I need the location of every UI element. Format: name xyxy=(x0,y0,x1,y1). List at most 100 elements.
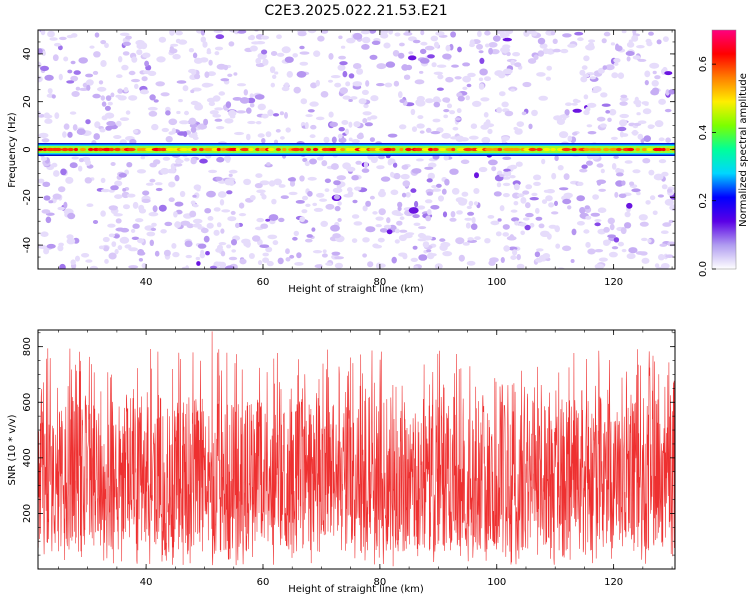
spectrogram-cell xyxy=(40,231,49,237)
spectrogram-cell xyxy=(149,94,156,101)
spectrogram-cell xyxy=(664,71,673,76)
spectrogram-cell xyxy=(309,134,316,139)
spectrogram-cell xyxy=(260,223,269,229)
spectrogram-cell xyxy=(271,198,277,205)
spectrogram-cell xyxy=(249,195,256,201)
spectrogram-cell xyxy=(501,101,509,108)
spectrogram-cell xyxy=(433,71,443,76)
spectrogram-cell xyxy=(506,51,511,57)
spectrogram-cell xyxy=(538,223,545,229)
spectrogram-cell xyxy=(312,202,318,207)
spectrogram-cell xyxy=(272,74,277,80)
spectrogram-cell xyxy=(483,112,489,118)
spectrogram-cell xyxy=(142,70,152,75)
spectrogram-cell xyxy=(398,234,407,242)
spectrogram-cell xyxy=(313,207,324,212)
spectrogram-cell xyxy=(58,73,63,81)
spectrogram-cell xyxy=(351,175,359,181)
spectrogram-cell xyxy=(390,189,399,196)
spectrogram-cell xyxy=(114,194,123,200)
spectrogram-cell xyxy=(512,52,521,57)
spectrogram-cell xyxy=(137,251,146,256)
spectrogram-cell xyxy=(163,249,171,257)
spectrogram-cell xyxy=(45,216,52,224)
spectrogram-cell xyxy=(216,222,222,228)
spectrogram-cell xyxy=(300,98,308,105)
spectrogram-cell xyxy=(641,237,648,242)
spectrogram-cell xyxy=(171,127,176,135)
carrier-band-peak xyxy=(655,147,664,152)
spectrogram-cell xyxy=(420,30,425,36)
spectrogram-cell xyxy=(257,103,266,111)
spectrogram-cell xyxy=(665,137,671,143)
spectrogram-cell xyxy=(353,63,362,70)
spectrogram-cell xyxy=(605,64,615,71)
spectrogram-cell xyxy=(313,50,321,57)
spectrogram-cell xyxy=(367,261,374,268)
spectrogram-cell xyxy=(345,81,351,87)
spectrogram-cell xyxy=(81,253,90,258)
spectrogram-cell xyxy=(490,220,500,226)
carrier-band-peak xyxy=(255,147,261,152)
spectrogram-cell xyxy=(371,40,381,45)
x-tick-label: 120 xyxy=(604,277,623,288)
carrier-band-peak xyxy=(427,147,434,152)
spectrogram-cell xyxy=(101,188,110,193)
spectrogram-cell xyxy=(379,228,388,233)
spectrogram-cell xyxy=(652,210,658,216)
spectrogram-cell xyxy=(320,30,329,34)
spectrogram-cell xyxy=(479,68,488,76)
y-tick-label: 600 xyxy=(22,393,33,412)
spectrogram-cell xyxy=(426,191,433,196)
carrier-band-peak xyxy=(616,147,622,152)
spectrogram-cell xyxy=(457,46,462,53)
spectrogram-cell xyxy=(92,220,99,224)
spectrogram-cell xyxy=(572,131,578,136)
spectrogram-cell xyxy=(188,133,198,138)
spectrogram-cell xyxy=(540,230,550,237)
spectrogram-cell xyxy=(168,118,178,126)
spectrogram-cell xyxy=(399,42,405,47)
spectrogram-cell xyxy=(270,82,275,88)
spectrogram-cell xyxy=(375,224,382,228)
spectrogram-cell xyxy=(667,188,673,193)
spectrogram-cell xyxy=(541,199,548,205)
spectrogram-cell xyxy=(462,242,470,246)
carrier-band-peak xyxy=(391,147,396,152)
spectrogram-cell xyxy=(487,215,495,219)
spectrogram-cell xyxy=(435,31,445,36)
spectrogram-cell xyxy=(205,83,214,87)
spectrogram-cell xyxy=(433,101,441,108)
spectrogram-cell xyxy=(126,193,136,198)
spectrogram-cell xyxy=(391,210,401,216)
spectrogram-cell xyxy=(598,188,606,192)
spectrogram-cell xyxy=(644,70,651,78)
spectrogram-cell xyxy=(70,259,76,266)
spectrogram-cell xyxy=(473,201,479,206)
spectrogram-cell xyxy=(67,212,76,220)
spectrogram-cell xyxy=(502,232,510,237)
spectrogram-cell xyxy=(513,201,519,206)
spectrogram-cell xyxy=(131,236,140,240)
spectrogram-cell xyxy=(636,45,645,49)
spectrogram-cell xyxy=(296,71,307,78)
spectrogram-cell xyxy=(626,253,636,260)
spectrogram-cell xyxy=(539,43,548,49)
spectrogram-cell xyxy=(215,126,225,130)
spectrogram-cell xyxy=(197,123,208,130)
spectrogram-cell xyxy=(598,257,608,262)
spectrogram-cell xyxy=(658,137,665,142)
spectrogram-cell xyxy=(362,205,368,212)
spectrogram-cell xyxy=(325,262,332,266)
spectrogram-cell xyxy=(142,52,151,58)
spectrogram-cell xyxy=(333,180,341,186)
x-tick-label: 40 xyxy=(140,277,153,288)
spectrogram-cell xyxy=(474,236,481,241)
y-tick-label: 20 xyxy=(22,95,33,108)
spectrogram-cell xyxy=(502,156,512,160)
spectrogram-cell xyxy=(619,97,629,102)
spectrogram-cell xyxy=(285,127,291,133)
spectrogram-cell xyxy=(195,256,201,261)
spectrogram-cell xyxy=(383,224,392,229)
spectrogram-cell xyxy=(450,136,458,140)
